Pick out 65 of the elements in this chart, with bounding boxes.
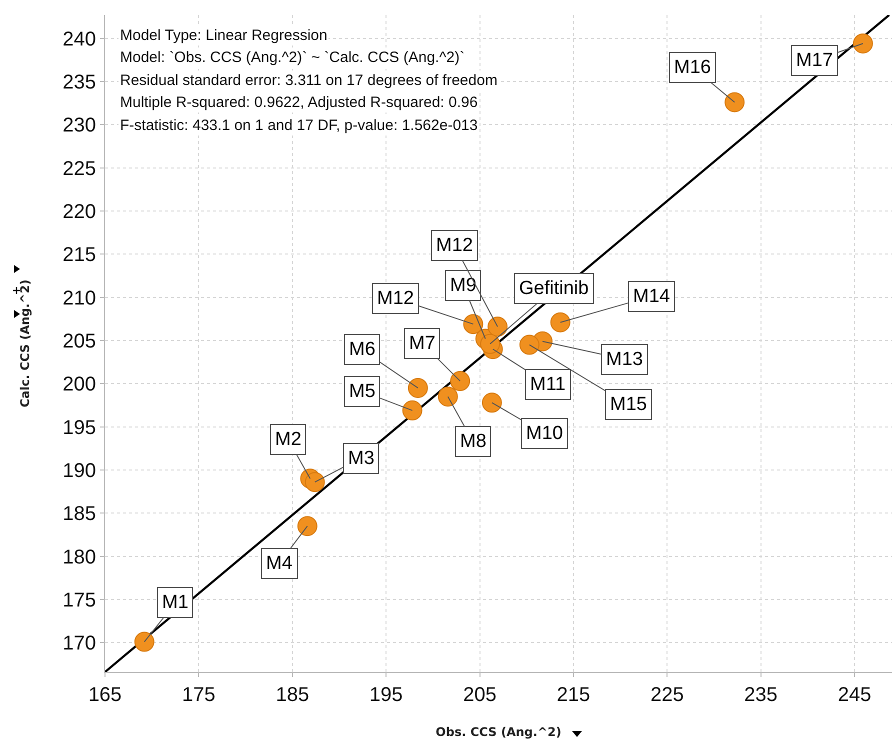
- annotation: M10: [526, 423, 563, 444]
- point: [482, 392, 502, 413]
- annotation: M8: [460, 431, 486, 452]
- annotation: M1: [162, 592, 188, 613]
- annotation: M12: [377, 288, 414, 309]
- annotation: M14: [633, 286, 670, 307]
- point: [408, 378, 428, 398]
- annotation: M13: [606, 349, 643, 370]
- x-tick-label: 165: [88, 684, 122, 706]
- point: [134, 632, 154, 652]
- annotation: M9: [450, 275, 476, 296]
- y-tick-label: 200: [62, 374, 96, 396]
- point: [304, 472, 325, 492]
- annotation: Gefitinib: [519, 278, 589, 299]
- y-tick-label: 185: [62, 503, 96, 526]
- annotation: M12: [436, 235, 473, 256]
- point: [450, 371, 470, 392]
- annotation: Model Type: Linear Regression: [120, 27, 328, 44]
- point: [852, 33, 873, 54]
- y-tick-label: 220: [62, 200, 96, 223]
- point: [519, 334, 540, 355]
- x-tick-label: 235: [744, 684, 778, 706]
- y-tick-label: 215: [62, 244, 96, 266]
- x-tick-label: 245: [838, 684, 872, 706]
- annotation: M16: [674, 57, 711, 78]
- y-tick-label: 170: [62, 632, 96, 655]
- annotation: M5: [349, 381, 376, 402]
- annotation: M3: [348, 448, 374, 469]
- annotation: M15: [610, 394, 647, 415]
- point: [724, 92, 745, 112]
- annotation: M7: [409, 333, 436, 354]
- y-tick-label: 210: [62, 287, 96, 310]
- x-axis-title: Obs. CCS (Ang.^2): [436, 724, 562, 739]
- annotation: M11: [530, 374, 566, 395]
- point: [402, 400, 422, 420]
- x-tick-label: 225: [650, 684, 684, 706]
- x-tick-label: 205: [463, 684, 496, 706]
- y-tick-label: 205: [62, 330, 96, 352]
- y-tick-label: 235: [62, 71, 96, 94]
- annotation: M2: [275, 429, 302, 450]
- point: [463, 314, 484, 334]
- point: [488, 316, 508, 337]
- y-tick-label: 230: [62, 114, 96, 137]
- y-tick-label: 195: [62, 416, 96, 439]
- y-tick-label: 190: [62, 460, 96, 482]
- annotation: F-statistic: 433.1 on 1 and 17 DF, p-value: 1.562e-013: [120, 117, 478, 134]
- y-axis-title: Calc. CCS (Ang.^2): [18, 280, 32, 408]
- annotation: M6: [349, 339, 376, 360]
- x-tick-label: 195: [369, 684, 403, 706]
- point: [438, 386, 458, 407]
- point: [480, 334, 500, 354]
- annotation: Residual standard error: 3.311 on 17 degrees of freedom: [120, 72, 498, 89]
- y-tick-label: 180: [62, 546, 96, 568]
- annotation: M4: [266, 553, 293, 574]
- annotation: Model: `Obs. CCS (Ang.^2)` ~ `Calc. CCS (Ang.^2)`: [120, 49, 465, 66]
- annotation: M17: [796, 50, 833, 71]
- point: [550, 312, 570, 332]
- annotation: Multiple R-squared: 0.9622, Adjusted R-squared: 0.96: [120, 94, 478, 111]
- y-tick-label: 175: [62, 589, 96, 612]
- x-tick-label: 175: [182, 684, 216, 706]
- y-tick-label: 225: [62, 158, 96, 180]
- y-tick-label: 240: [62, 28, 96, 50]
- x-tick-label: 185: [276, 684, 310, 706]
- x-tick-label: 215: [556, 684, 590, 706]
- point: [297, 516, 318, 536]
